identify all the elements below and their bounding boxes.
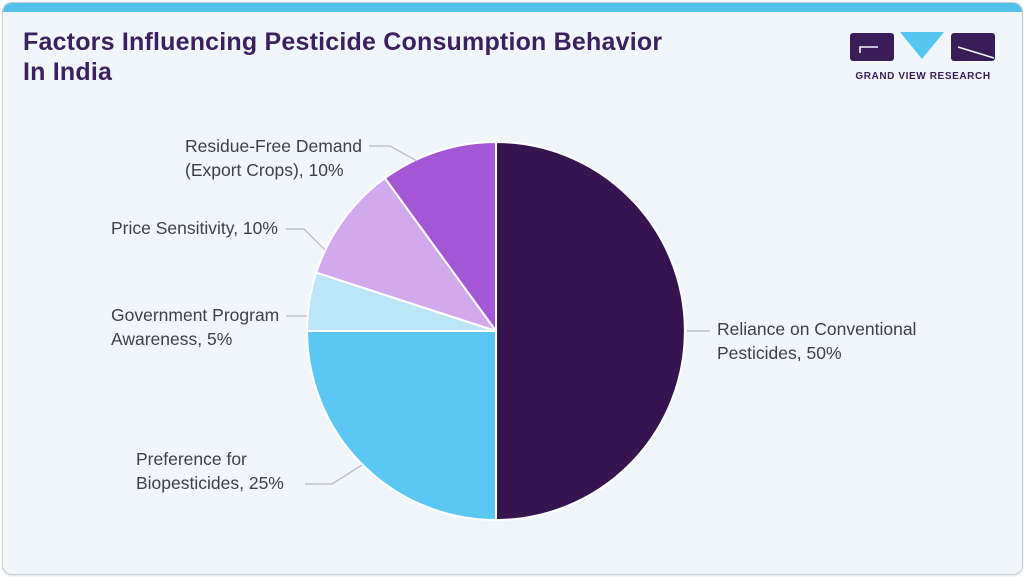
chart-title: Factors Influencing Pesticide Consumptio…: [23, 28, 663, 86]
logo-r-block: [951, 33, 995, 61]
pie-slice-4: [383, 141, 497, 332]
pie-slice-1: [306, 330, 497, 521]
pie-chart: [286, 141, 710, 521]
top-accent-bar: [3, 3, 1022, 12]
gvr-logo-icon: [850, 32, 995, 61]
leader-line-residue: [369, 145, 418, 162]
slice-label-reliance-conventional: Reliance on Conventional Pesticides, 50%: [717, 319, 917, 363]
leader-line-preference: [305, 464, 363, 485]
gvr-logo: GRAND VIEW RESEARCH: [850, 31, 996, 82]
logo-g-cut: [859, 46, 878, 53]
pie-slice-3: [315, 177, 497, 332]
leader-line-price: [286, 228, 326, 251]
slice-label-preference-biopesticides: Preference for Biopesticides, 25%: [136, 449, 284, 493]
pie-slice-0: [495, 141, 686, 521]
slice-label-government-program: Government Program Awareness, 5%: [111, 305, 280, 349]
leader-lines: [286, 145, 710, 485]
gvr-logo-text: GRAND VIEW RESEARCH: [855, 71, 991, 82]
slice-label-residue-free-demand: Residue-Free Demand (Export Crops), 10%: [185, 136, 363, 180]
logo-r-cut: [957, 46, 995, 59]
pie: [306, 141, 686, 521]
logo-v-triangle: [900, 32, 944, 59]
slice-label-price-sensitivity: Price Sensitivity, 10%: [111, 218, 278, 238]
